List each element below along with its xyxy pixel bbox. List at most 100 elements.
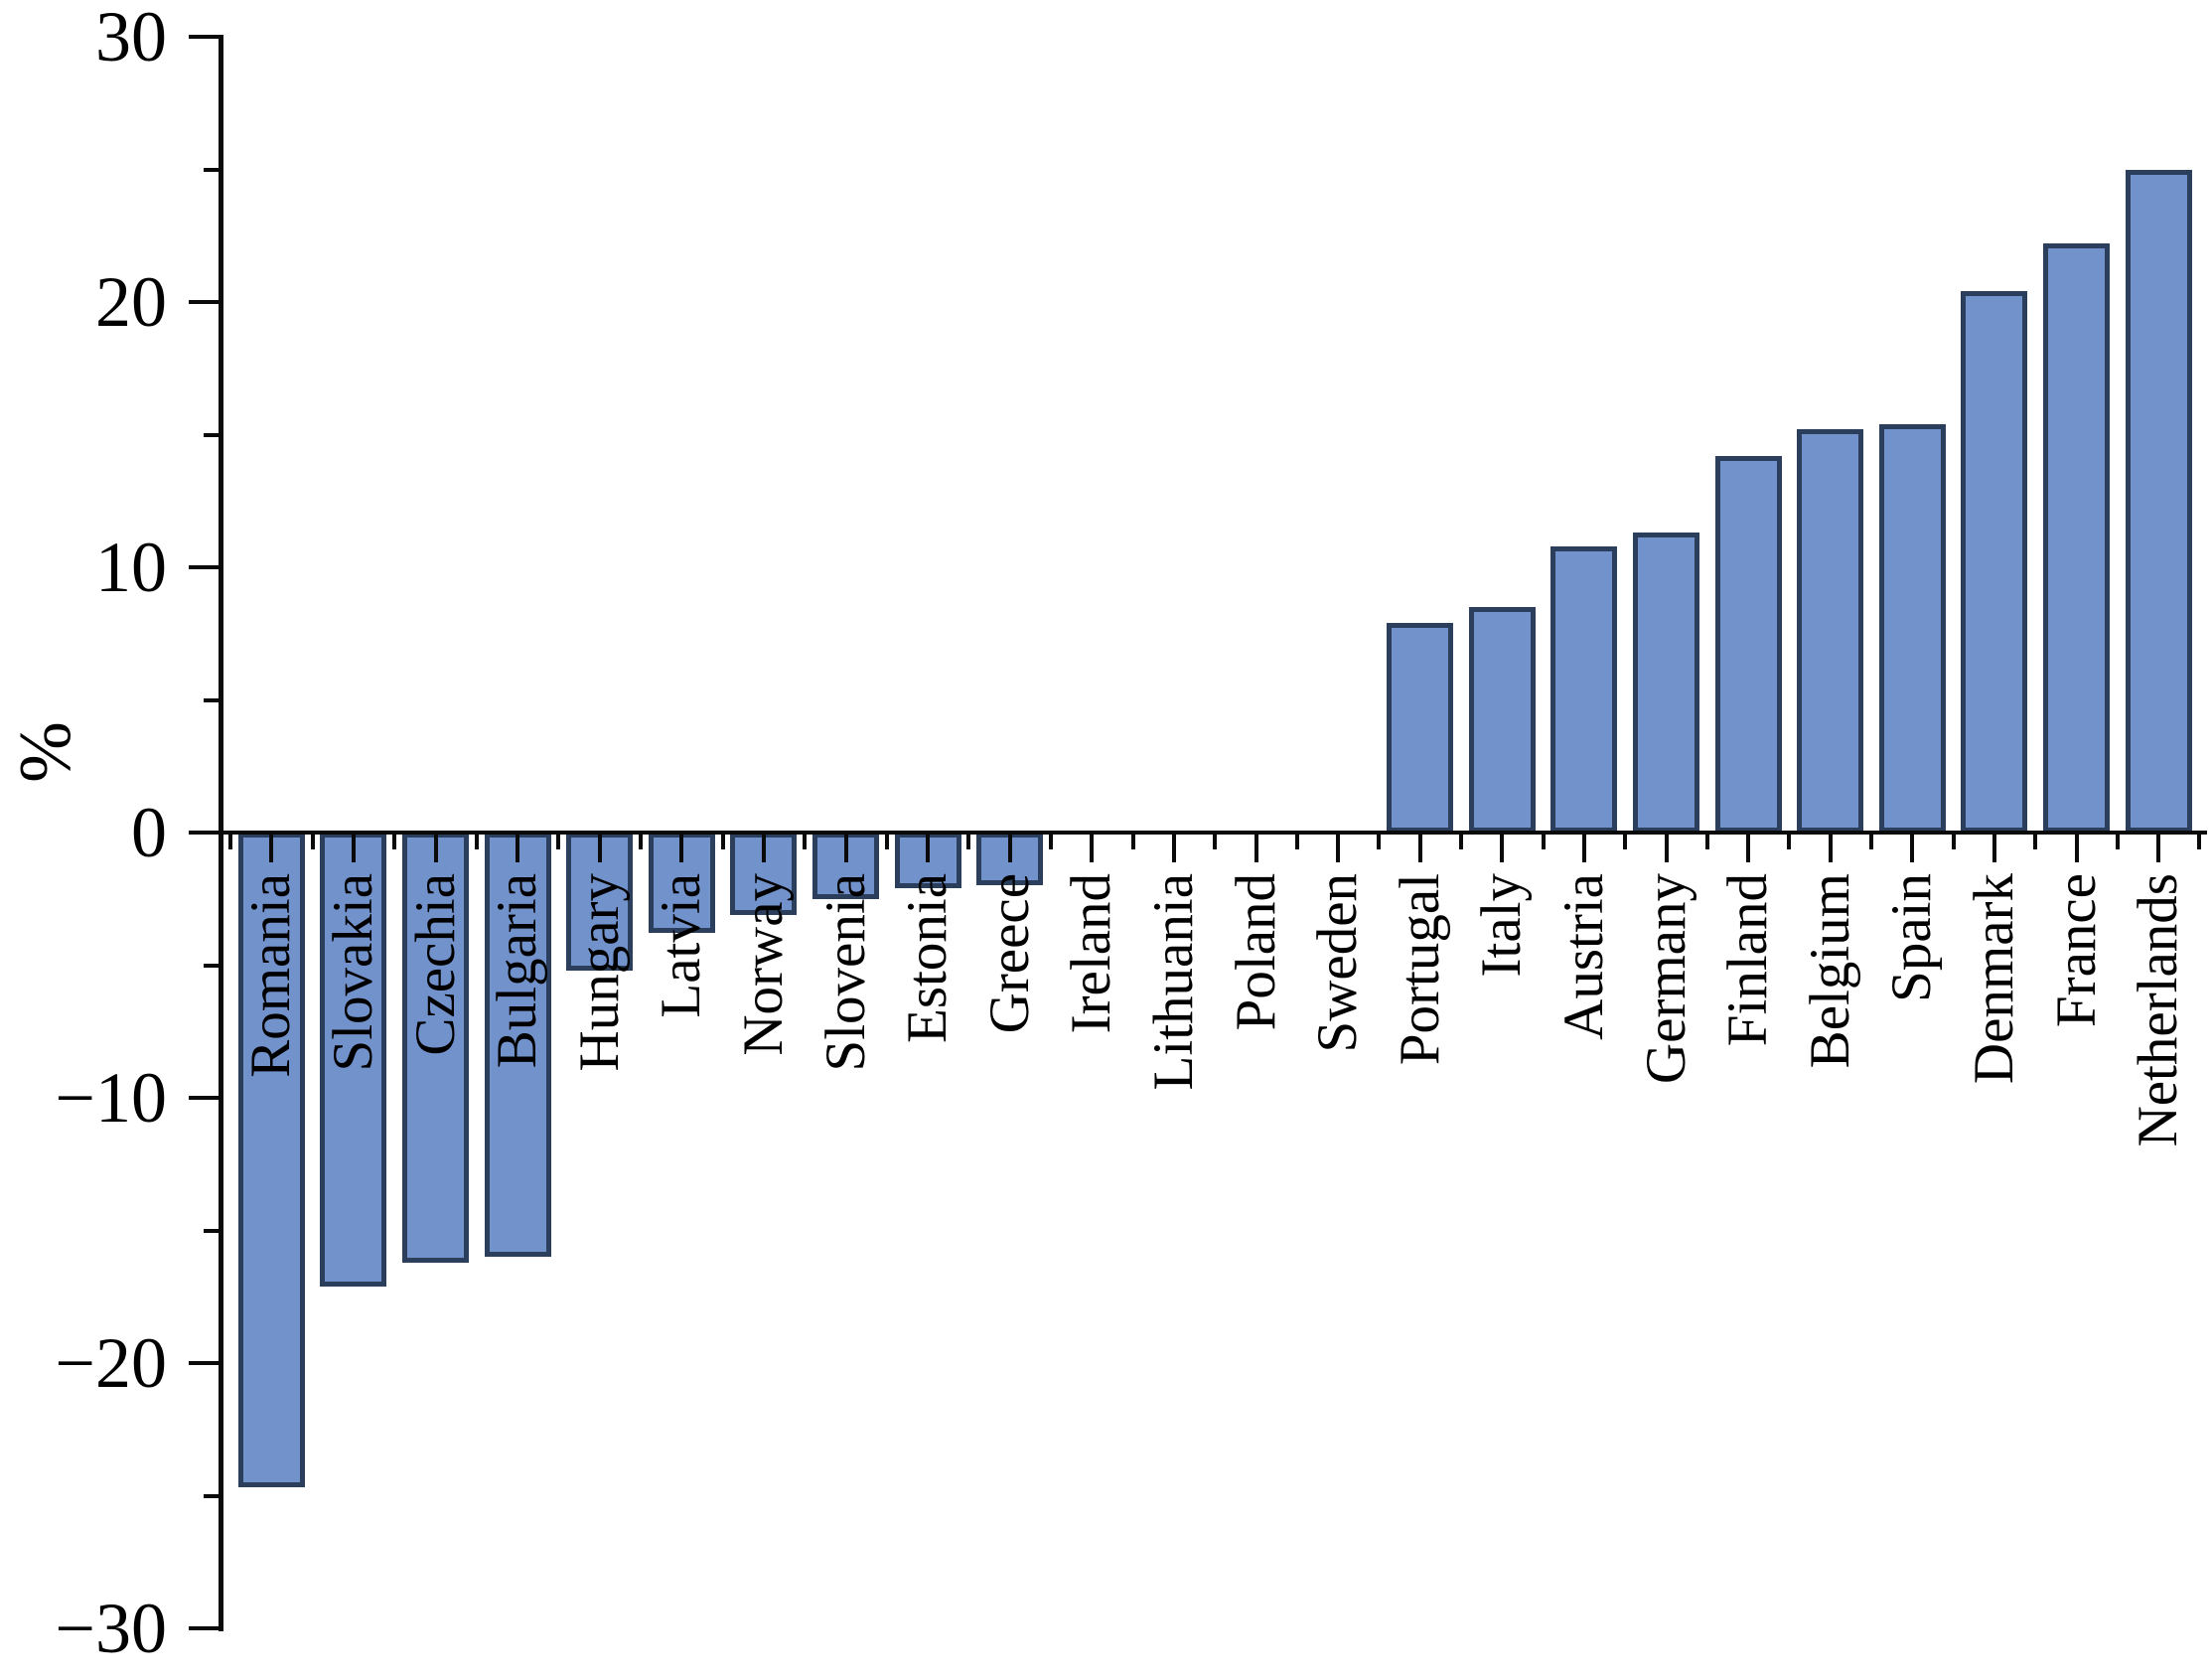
x-major-tick-slovenia: [843, 835, 848, 862]
bar-bulgaria: [484, 833, 551, 1258]
x-major-tick-slovakia: [351, 835, 356, 862]
bar-czechia: [402, 833, 469, 1263]
y-minor-tick--15: [204, 1228, 221, 1233]
x-label-portugal: Portugal: [1388, 873, 1451, 1066]
x-major-tick-czechia: [433, 835, 438, 862]
y-tick-label-10: 10: [95, 528, 167, 607]
bar-germany: [1633, 533, 1699, 833]
x-minor-tick-1: [310, 835, 315, 849]
x-minor-tick-11: [1130, 835, 1135, 849]
x-label-estonia: Estonia: [896, 873, 959, 1043]
x-minor-tick-17: [1623, 835, 1628, 849]
x-major-tick-poland: [1253, 835, 1258, 862]
x-label-slovakia: Slovakia: [321, 873, 384, 1072]
x-label-bulgaria: Bulgaria: [486, 873, 549, 1069]
x-label-slovenia: Slovenia: [813, 873, 877, 1072]
y-tick-label--20: −20: [55, 1323, 167, 1403]
y-minor-tick-5: [204, 697, 221, 702]
x-major-tick-bulgaria: [516, 835, 520, 862]
x-major-tick-hungary: [597, 835, 602, 862]
x-minor-tick-8: [884, 835, 889, 849]
x-major-tick-france: [2074, 835, 2079, 862]
x-minor-tick-3: [474, 835, 479, 849]
x-minor-tick-13: [1294, 835, 1299, 849]
x-label-austria: Austria: [1551, 873, 1615, 1040]
y-major-tick--30: [189, 1626, 221, 1630]
x-minor-tick-24: [2197, 835, 2202, 849]
x-minor-tick-12: [1213, 835, 1218, 849]
y-major-tick-0: [189, 831, 221, 835]
y-major-tick-30: [189, 35, 221, 39]
x-minor-tick-15: [1459, 835, 1463, 849]
x-label-latvia: Latvia: [650, 873, 713, 1018]
x-minor-tick-16: [1541, 835, 1546, 849]
y-tick-label--10: −10: [55, 1058, 167, 1138]
bar-norway: [730, 833, 798, 915]
x-major-tick-italy: [1500, 835, 1505, 862]
x-major-tick-finland: [1746, 835, 1751, 862]
x-label-germany: Germany: [1634, 873, 1697, 1085]
x-major-tick-spain: [1910, 835, 1915, 862]
bar-italy: [1468, 607, 1536, 833]
x-major-tick-ireland: [1090, 835, 1095, 862]
x-major-tick-portugal: [1417, 835, 1422, 862]
x-label-finland: Finland: [1716, 873, 1780, 1047]
x-minor-tick-2: [392, 835, 397, 849]
x-label-belgium: Belgium: [1798, 873, 1861, 1069]
y-tick-label-20: 20: [95, 262, 167, 342]
x-label-hungary: Hungary: [567, 873, 631, 1072]
x-major-tick-lithuania: [1171, 835, 1176, 862]
bar-spain: [1878, 423, 1946, 833]
y-minor-tick-25: [204, 167, 221, 172]
x-minor-tick-14: [1377, 835, 1382, 849]
x-minor-tick-22: [2033, 835, 2038, 849]
y-tick-label--30: −30: [55, 1589, 167, 1668]
x-label-denmark: Denmark: [1962, 873, 2025, 1085]
x-minor-tick-21: [1951, 835, 1956, 849]
x-major-tick-austria: [1581, 835, 1586, 862]
x-minor-tick-4: [556, 835, 561, 849]
x-label-spain: Spain: [1880, 873, 1944, 1002]
x-minor-tick-7: [803, 835, 808, 849]
x-major-tick-romania: [269, 835, 274, 862]
bar-netherlands: [2125, 169, 2192, 833]
x-major-tick-latvia: [679, 835, 684, 862]
x-axis-baseline: [221, 831, 2207, 835]
bar-finland: [1714, 455, 1782, 833]
y-minor-tick-15: [204, 432, 221, 437]
bar-france: [2043, 243, 2110, 833]
x-major-tick-sweden: [1336, 835, 1341, 862]
x-minor-tick-6: [720, 835, 725, 849]
x-label-lithuania: Lithuania: [1141, 873, 1205, 1091]
x-label-ireland: Ireland: [1060, 873, 1123, 1034]
x-label-france: France: [2044, 873, 2108, 1028]
x-major-tick-denmark: [1991, 835, 1996, 862]
x-major-tick-norway: [761, 835, 766, 862]
y-tick-label-30: 30: [95, 0, 167, 76]
x-major-tick-belgium: [1828, 835, 1833, 862]
y-tick-label-0: 0: [131, 793, 167, 872]
x-minor-tick-10: [1049, 835, 1053, 849]
x-major-tick-netherlands: [2156, 835, 2161, 862]
x-label-italy: Italy: [1470, 873, 1534, 978]
x-label-poland: Poland: [1224, 873, 1287, 1031]
x-minor-tick-23: [2115, 835, 2120, 849]
bar-denmark: [1961, 291, 2028, 833]
x-label-netherlands: Netherlands: [2127, 873, 2190, 1147]
x-label-romania: Romania: [239, 873, 303, 1078]
bar-belgium: [1797, 429, 1864, 833]
x-major-tick-estonia: [926, 835, 931, 862]
x-label-czechia: Czechia: [403, 873, 467, 1056]
y-major-tick-20: [189, 300, 221, 304]
bar-romania: [237, 833, 305, 1488]
x-major-tick-germany: [1664, 835, 1669, 862]
x-minor-tick-5: [639, 835, 643, 849]
bar-portugal: [1387, 623, 1454, 833]
x-label-norway: Norway: [731, 873, 795, 1056]
y-major-tick-10: [189, 565, 221, 569]
x-minor-tick-19: [1787, 835, 1792, 849]
y-minor-tick--25: [204, 1493, 221, 1498]
y-minor-tick--5: [204, 963, 221, 968]
x-minor-tick-20: [1869, 835, 1873, 849]
